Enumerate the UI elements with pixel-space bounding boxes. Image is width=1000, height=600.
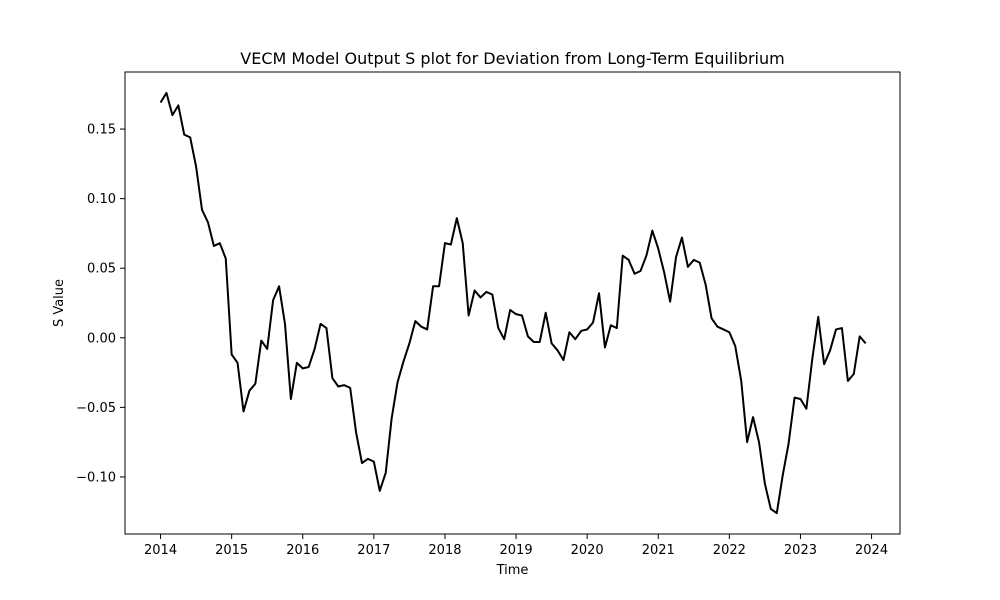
y-tick-label: 0.00 [87, 331, 116, 346]
y-tick-label: −0.10 [76, 470, 116, 485]
y-tick-label: 0.10 [87, 192, 116, 207]
x-tick-label: 2021 [642, 543, 675, 558]
x-tick-label: 2019 [500, 543, 533, 558]
y-tick-label: 0.05 [87, 262, 116, 277]
x-tick-label: 2017 [357, 543, 390, 558]
x-tick-label: 2022 [713, 543, 746, 558]
y-tick-label: −0.05 [76, 401, 116, 416]
x-tick-label: 2023 [784, 543, 817, 558]
series-line [159, 91, 867, 515]
y-tick-label: 0.15 [87, 123, 116, 138]
x-axis: 2014 2015 2016 2017 2018 2019 2020 2021 2022 2023… [144, 534, 888, 558]
x-tick-label: 2018 [428, 543, 461, 558]
chart-title: VECM Model Output S plot for Deviation f… [240, 49, 784, 68]
y-axis-label: S Value [52, 279, 67, 327]
x-axis-label: Time [496, 563, 529, 578]
plot-area [124, 71, 901, 535]
x-tick-label: 2016 [286, 543, 319, 558]
x-tick-label: 2015 [215, 543, 248, 558]
y-axis: −0.10 −0.05 0.00 0.05 0.10 0.15 [76, 123, 125, 485]
x-tick-label: 2024 [855, 543, 888, 558]
x-tick-label: 2014 [144, 543, 177, 558]
x-tick-label: 2020 [571, 543, 604, 558]
axes-frame [124, 71, 901, 535]
